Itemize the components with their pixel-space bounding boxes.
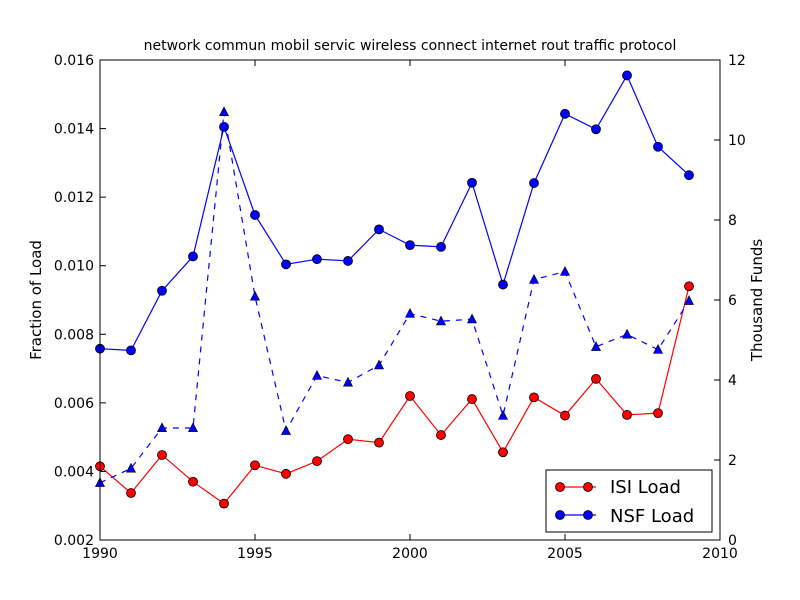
y-tick-label: 0.012 (54, 190, 94, 206)
data-point (219, 498, 229, 509)
data-point (250, 460, 260, 471)
data-point (250, 210, 260, 220)
legend-label-nsf: NSF Load (610, 506, 694, 527)
x-tick-label: 1995 (237, 546, 273, 562)
data-point (405, 240, 415, 251)
y-tick-label: 0.002 (54, 533, 94, 549)
y-tick-label: 0.004 (54, 464, 94, 480)
series-layer (95, 70, 694, 509)
series-1 (95, 70, 694, 356)
y2-tick-label: 2 (728, 453, 737, 469)
plot-frame (99, 59, 721, 541)
data-point (374, 224, 384, 235)
y-tick-label: 0.014 (54, 122, 94, 138)
data-point (343, 434, 353, 445)
x-tick-label: 2005 (547, 546, 583, 562)
data-point (281, 468, 291, 479)
ticks-layer: 1990 1995 2000 2005 20100.0020.0040.0060.008… (54, 53, 746, 562)
data-point (312, 254, 322, 265)
data-point (591, 124, 601, 135)
data-point-triangle (622, 328, 632, 339)
data-point (622, 409, 632, 420)
data-point (281, 259, 291, 270)
data-point-triangle (436, 315, 446, 326)
series-line-2 (99, 111, 690, 484)
data-point-triangle (560, 265, 570, 276)
data-point-triangle (281, 425, 291, 435)
y-tick-label: 0.008 (54, 327, 94, 343)
legend-marker-isi (555, 482, 565, 492)
legend-marker-isi (583, 482, 593, 492)
data-point (436, 430, 446, 440)
data-point (467, 394, 477, 404)
data-point-triangle (126, 462, 136, 473)
y-tick-label: 0.010 (54, 259, 94, 275)
data-point (467, 177, 477, 188)
x-tick-label: 2000 (392, 546, 428, 562)
data-point (219, 121, 229, 132)
data-point-triangle (498, 409, 508, 420)
y-tick-label: 0.016 (54, 53, 94, 69)
data-point (374, 437, 384, 448)
y2-tick-label: 12 (728, 53, 746, 69)
data-point (653, 408, 663, 419)
series-line-1 (99, 74, 690, 352)
y2-tick-label: 8 (728, 213, 737, 229)
data-point (188, 251, 198, 262)
data-point (529, 392, 539, 403)
data-point (157, 450, 167, 460)
series-line-0 (99, 286, 690, 505)
data-point-triangle (188, 422, 198, 433)
legend-marker-nsf (583, 510, 593, 520)
y2-tick-label: 0 (728, 533, 737, 549)
x-tick-label: 1990 (82, 546, 118, 562)
data-point-triangle (219, 106, 229, 117)
legend: ISI Load NSF Load (545, 469, 713, 533)
data-point (436, 241, 446, 252)
data-point (684, 170, 694, 181)
y2-tick-label: 6 (728, 293, 737, 309)
data-point (157, 285, 167, 296)
chart-title: network commun mobil servic wireless con… (144, 38, 677, 54)
y2-tick-label: 4 (728, 373, 737, 389)
data-point-triangle (405, 307, 415, 318)
data-point (126, 345, 136, 356)
y-tick-label: 0.006 (54, 396, 94, 412)
data-point-triangle (250, 290, 260, 301)
data-point (312, 456, 322, 467)
series-2 (95, 106, 694, 487)
data-point-triangle (467, 313, 477, 324)
data-point-triangle (157, 422, 167, 433)
data-point-triangle (591, 341, 601, 351)
data-point-triangle (653, 343, 663, 354)
legend-marker-nsf (555, 510, 565, 520)
y-axis-label: Fraction of Load (27, 240, 45, 360)
data-point (653, 141, 663, 152)
data-point-triangle (343, 376, 353, 387)
legend-frame (545, 469, 713, 533)
data-point-triangle (374, 359, 384, 370)
data-point (405, 391, 415, 401)
data-point (498, 447, 508, 458)
data-point (529, 178, 539, 188)
data-point (591, 373, 601, 384)
data-point (684, 281, 694, 292)
y2-tick-label: 10 (728, 133, 746, 149)
data-point (622, 70, 632, 81)
data-point-triangle (529, 273, 539, 284)
data-point-triangle (312, 369, 322, 380)
data-point (498, 279, 508, 290)
data-point (560, 410, 570, 421)
x-tick-label: 2010 (702, 546, 738, 562)
data-point (560, 108, 570, 119)
y2-axis-label: Thousand Funds (748, 239, 766, 362)
series-0 (95, 281, 694, 509)
data-point-triangle (684, 295, 694, 305)
data-point (126, 488, 136, 498)
data-point (343, 256, 353, 266)
legend-label-isi: ISI Load (610, 477, 681, 498)
data-point (188, 476, 198, 487)
